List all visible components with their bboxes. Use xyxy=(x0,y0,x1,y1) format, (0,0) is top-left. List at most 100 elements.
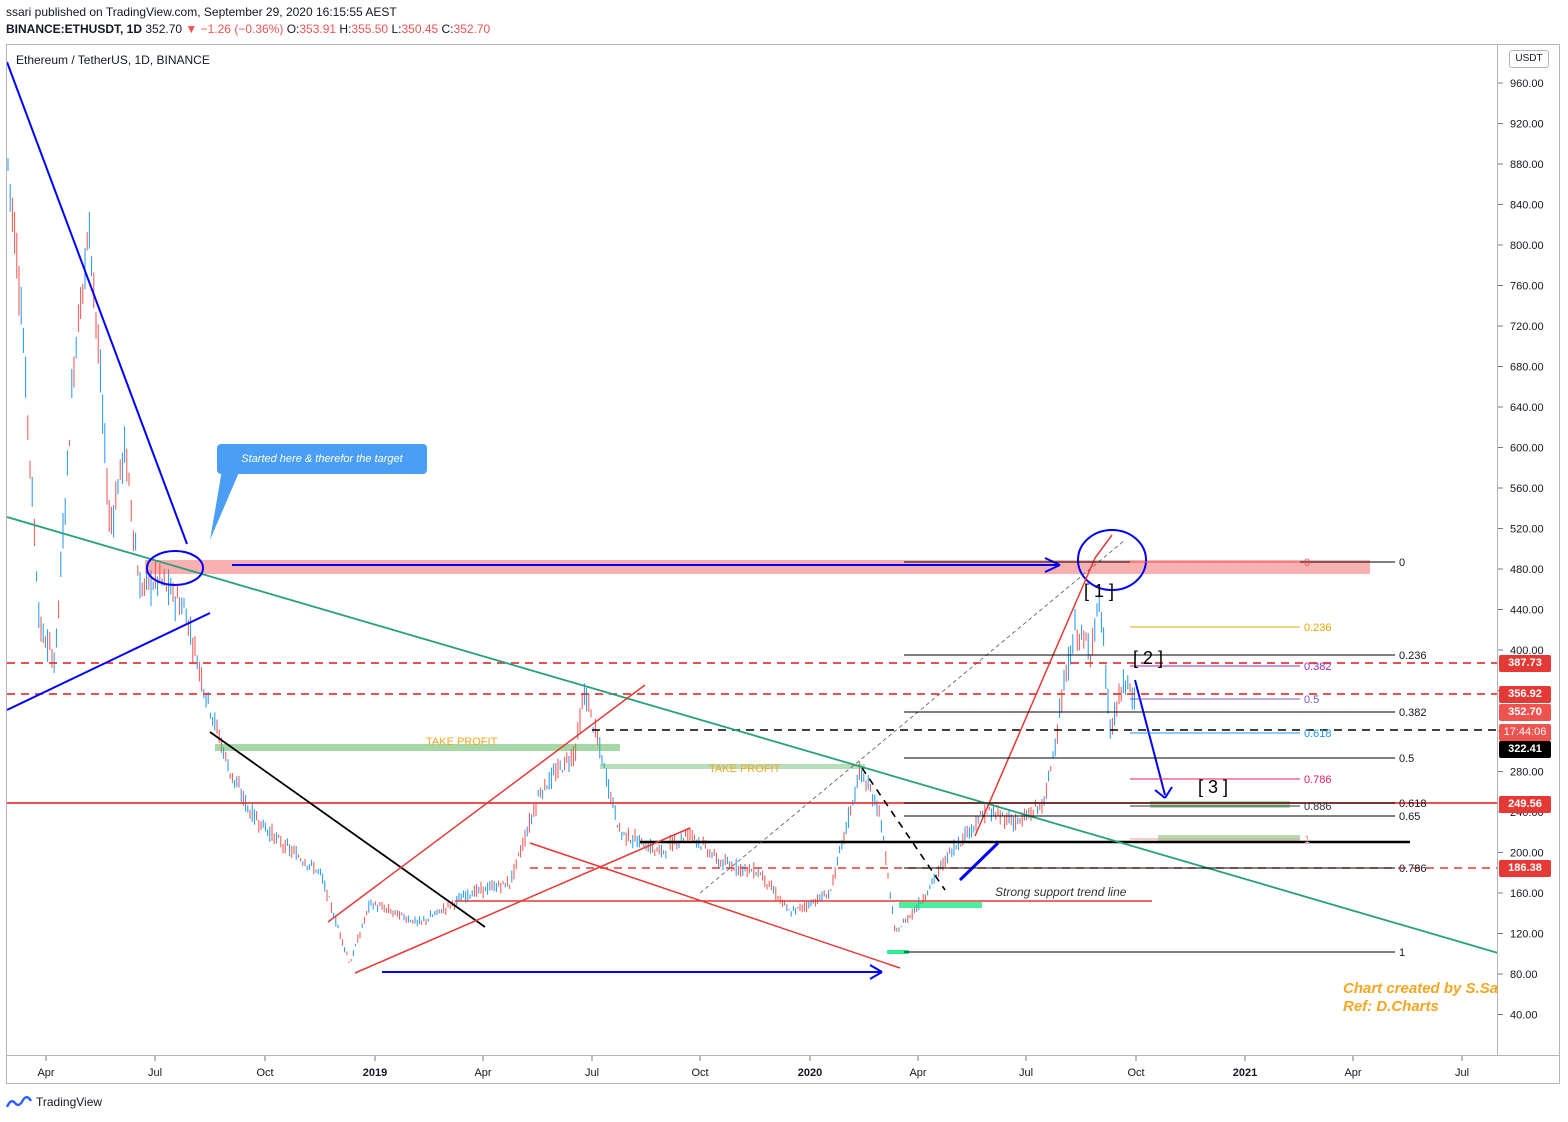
wave-label-3: [ 3 ] xyxy=(1198,777,1228,797)
support-zone-3 xyxy=(899,902,982,908)
price-tick-label: 160.00 xyxy=(1510,888,1544,900)
time-tick-label: Jul xyxy=(1019,1067,1033,1079)
fib-label-color: 0.886 xyxy=(1304,801,1332,813)
price-tick-label: 520.00 xyxy=(1510,524,1544,536)
support-zone-1 xyxy=(1150,801,1290,808)
channel-line xyxy=(354,827,691,974)
fib-label-color: 0.5 xyxy=(1304,694,1319,706)
arrow-head xyxy=(869,964,883,973)
fib-label: 0.5 xyxy=(1399,753,1414,765)
channel-line xyxy=(529,842,901,969)
take-profit-zone-2 xyxy=(600,764,865,769)
fib-label-color: 0.786 xyxy=(1304,774,1332,786)
dashed-diagonal xyxy=(699,539,1126,894)
price-tick-label: 600.00 xyxy=(1510,443,1544,455)
channel-line xyxy=(974,557,1096,837)
price-tag-387: 387.73 xyxy=(1499,655,1551,672)
high-value: 355.50 xyxy=(351,22,389,36)
fib-label: 0.236 xyxy=(1399,650,1427,662)
fib-label: 1 xyxy=(1399,947,1405,959)
small-trend xyxy=(958,841,1000,882)
dashed-line xyxy=(861,767,946,891)
arrow-head xyxy=(1154,789,1166,799)
take-profit-zone-1 xyxy=(215,744,620,751)
price-tick-label: 840.00 xyxy=(1510,200,1544,212)
price-tick-label: 400.00 xyxy=(1510,645,1544,657)
price-tick-label: 560.00 xyxy=(1510,483,1544,495)
support-zone-4 xyxy=(887,950,909,954)
fib-label: 0.65 xyxy=(1399,811,1420,823)
time-scale[interactable] xyxy=(6,1056,1560,1084)
price-scale[interactable] xyxy=(1498,44,1560,1056)
arrow-head xyxy=(1044,564,1061,573)
descending-line xyxy=(209,731,486,928)
chart-credit: Chart created by S.Sa Ref: D.Charts xyxy=(1343,980,1498,1015)
price-tick-label: 200.00 xyxy=(1510,848,1544,860)
tradingview-logo[interactable]: TradingView xyxy=(6,1095,102,1109)
long-trend-line xyxy=(7,516,1497,954)
price-tick-label: 640.00 xyxy=(1510,402,1544,414)
support-zone-2 xyxy=(1158,835,1300,841)
price-tick-label: 760.00 xyxy=(1510,281,1544,293)
open-value: 353.91 xyxy=(299,22,337,36)
arrow-head xyxy=(869,971,883,980)
price-change: ▼ −1.26 (−0.36%) xyxy=(185,22,284,36)
fib-label-color: 0 xyxy=(1304,557,1310,569)
price-tag-322: 322.41 xyxy=(1499,741,1551,758)
countdown-tag: 17:44:06 xyxy=(1499,724,1551,741)
wave-label-1: [ 1 ] xyxy=(1084,581,1114,601)
highlight-circle xyxy=(146,550,204,586)
price-tick-label: 920.00 xyxy=(1510,119,1544,131)
fib-label-color: 0.382 xyxy=(1304,661,1332,673)
fib-label-color: 1 xyxy=(1304,834,1310,846)
currency-button[interactable]: USDT xyxy=(1509,50,1549,68)
take-profit-label-2: TAKE PROFIT xyxy=(709,763,781,775)
price-tick-label: 800.00 xyxy=(1510,240,1544,252)
fib-label: 0.382 xyxy=(1399,707,1427,719)
fib-label-color: 0.618 xyxy=(1304,728,1332,740)
time-tick-label: 2020 xyxy=(798,1067,822,1079)
target-zone xyxy=(145,560,1370,574)
fib-label: 0 xyxy=(1399,557,1405,569)
time-tick-label: Jul xyxy=(1455,1067,1469,1079)
time-tick-label: Oct xyxy=(1127,1067,1144,1079)
chart-pane[interactable] xyxy=(6,44,1498,1056)
fib-label-color: 0.236 xyxy=(1304,622,1332,634)
down-trend-line xyxy=(7,61,188,545)
price-tick-label: 960.00 xyxy=(1510,78,1544,90)
time-tick-label: Apr xyxy=(909,1067,926,1079)
callout-note[interactable]: Started here & therefor the target xyxy=(217,444,427,474)
price-tick-label: 480.00 xyxy=(1510,564,1544,576)
publisher-text: ssari published on TradingView.com, Sept… xyxy=(6,5,397,19)
fib-label: 0.618 xyxy=(1399,798,1427,810)
time-tick-label: Oct xyxy=(691,1067,708,1079)
wave-label-2: [ 2 ] xyxy=(1133,648,1163,668)
close-value: 352.70 xyxy=(453,22,491,36)
price-tick-label: 280.00 xyxy=(1510,767,1544,779)
price-tick-label: 80.00 xyxy=(1510,969,1538,981)
up-trend-line xyxy=(7,612,211,711)
price-tick-label: 440.00 xyxy=(1510,605,1544,617)
time-tick-label: Jul xyxy=(585,1067,599,1079)
channel-line xyxy=(327,684,646,923)
arrow-head xyxy=(1164,786,1173,799)
fib-label: 0.786 xyxy=(1399,863,1427,875)
price-tag-356: 356.92 xyxy=(1499,686,1551,703)
time-tick-label: Apr xyxy=(1344,1067,1361,1079)
price-tag-last: 352.70 xyxy=(1499,704,1551,721)
low-value: 350.45 xyxy=(401,22,439,36)
chart-header: ssari published on TradingView.com, Sept… xyxy=(6,5,491,36)
time-tick-label: Apr xyxy=(474,1067,491,1079)
time-tick-label: 2019 xyxy=(363,1067,387,1079)
price-tick-label: 880.00 xyxy=(1510,159,1544,171)
take-profit-label-1: TAKE PROFIT xyxy=(426,736,498,748)
time-tick-label: Oct xyxy=(256,1067,273,1079)
price-tag-186: 186.38 xyxy=(1499,860,1551,877)
time-tick-label: 2021 xyxy=(1233,1067,1257,1079)
symbol-label: BINANCE:ETHUSDT, 1D xyxy=(6,22,143,36)
price-tick-label: 120.00 xyxy=(1510,929,1544,941)
last-price: 352.70 xyxy=(145,22,183,36)
price-tick-label: 40.00 xyxy=(1510,1010,1538,1022)
projection-arrow xyxy=(1134,679,1166,796)
price-tick-label: 680.00 xyxy=(1510,362,1544,374)
